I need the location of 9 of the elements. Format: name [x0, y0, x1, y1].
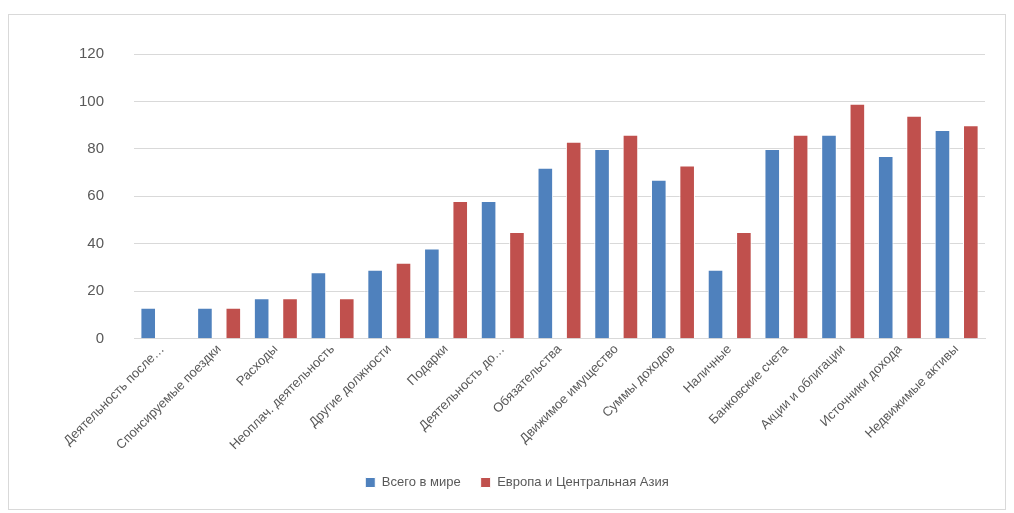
legend-label: Всего в мире: [381, 474, 461, 490]
legend-label: Европа и Центральная Азия: [497, 474, 669, 490]
y-tick-label: 80: [87, 139, 105, 157]
y-tick-label: 100: [79, 91, 105, 109]
y-tick-label: 20: [87, 281, 105, 299]
y-tick-label: 60: [87, 186, 105, 204]
y-tick-label: 120: [79, 44, 105, 62]
y-tick-label: 0: [95, 328, 105, 346]
y-tick-label: 40: [87, 233, 105, 251]
